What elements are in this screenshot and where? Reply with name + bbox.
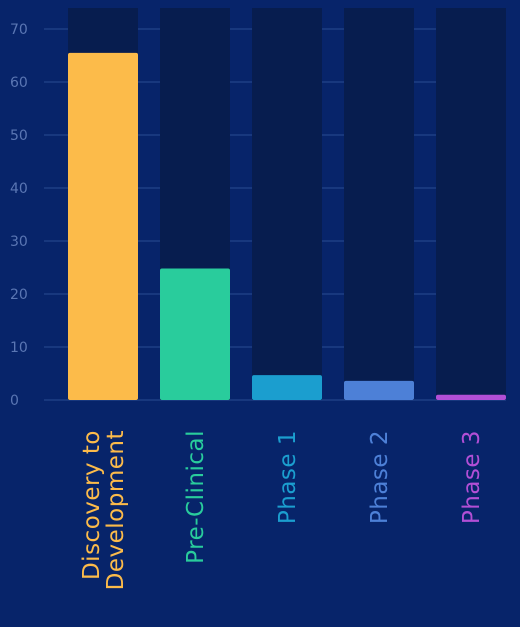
y-tick-label-60: 60 <box>10 75 28 91</box>
bars <box>68 52 506 400</box>
y-tick-label-70: 70 <box>10 22 28 38</box>
x-category-label-pre-clinical: Pre-Clinical <box>183 430 209 564</box>
bar-track-phase-3 <box>436 8 506 400</box>
y-tick-label-50: 50 <box>10 128 28 144</box>
bar-track-phase-2 <box>344 8 414 400</box>
bar-phase-1 <box>252 375 322 400</box>
x-category-label-discovery-to-development-line-2: Development <box>103 430 129 590</box>
y-tick-label-10: 10 <box>10 340 28 356</box>
y-tick-label-40: 40 <box>10 181 28 197</box>
bar-discovery-to-development <box>68 52 138 400</box>
bar-phase-3 <box>436 394 506 400</box>
y-tick-label-30: 30 <box>10 234 28 250</box>
bar-phase-2 <box>344 380 414 400</box>
x-category-label-phase-2: Phase 2 <box>367 430 393 524</box>
bar-pre-clinical <box>160 268 230 400</box>
y-tick-label-20: 20 <box>10 287 28 303</box>
y-axis-ticks: 0 10 20 30 40 50 60 70 <box>10 22 28 409</box>
x-category-label-phase-1: Phase 1 <box>275 430 301 524</box>
x-category-label-phase-3: Phase 3 <box>459 430 485 524</box>
y-tick-label-0: 0 <box>10 393 19 409</box>
x-category-label-discovery-to-development-line-1: Discovery to <box>79 430 105 580</box>
bar-track-phase-1 <box>252 8 322 400</box>
